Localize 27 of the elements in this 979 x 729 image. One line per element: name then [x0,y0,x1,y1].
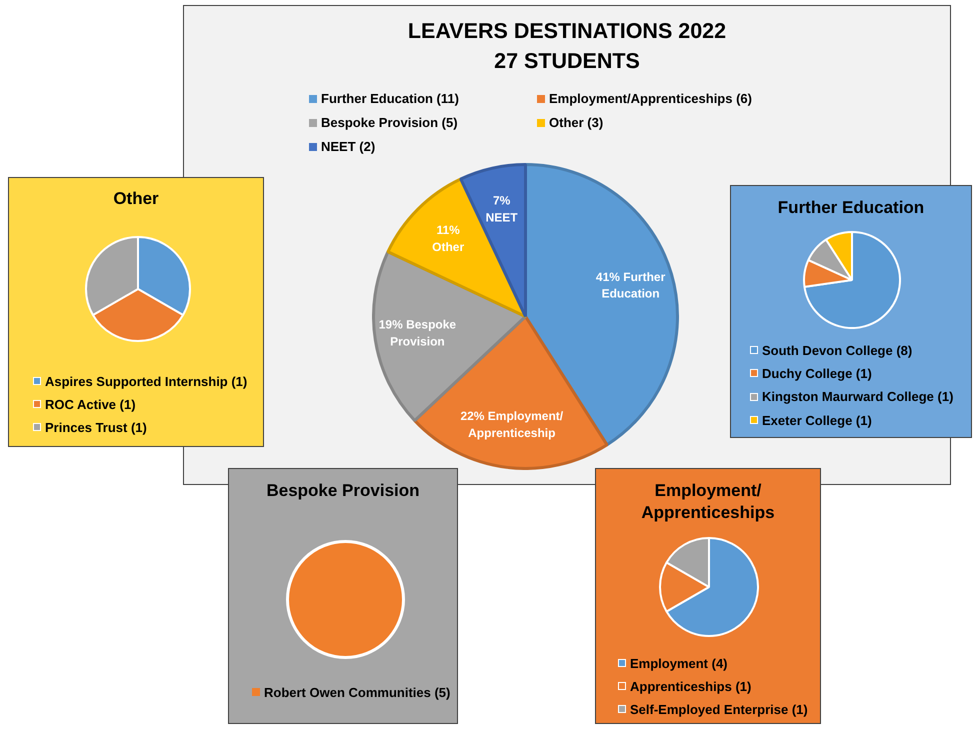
text: Employment/ Apprenticeships [640,480,776,524]
legend-label: Apprenticeships (1) [630,678,752,694]
data-label: 41% Further Education [596,269,666,300]
text: Further Education [776,197,926,219]
legend-label: ROC Active (1) [45,396,136,412]
data-label: 22% Employment/ Apprenticeship [460,408,564,440]
legend-label: Princes Trust (1) [45,420,147,434]
legend-label: Employment/Apprenticeships (6) [549,91,752,106]
legend-label: Kingston Maurward College (1) [762,389,954,404]
legend-label: Further Education (11) [321,91,459,106]
data-label: 19% Bespoke Provision [378,317,456,348]
chart-title: LEAVERS DESTINATIONS 2022 [406,18,728,45]
legend-label: Bespoke Provision (5) [321,115,458,130]
data-label: 7% NEET [486,193,518,224]
legend-label: Exeter College (1) [762,412,872,428]
chart-title: Other [112,188,160,210]
legend-label: Robert Owen Communities (5) [264,684,450,700]
legend-label: Other (3) [549,115,604,130]
legend-label: Aspires Supported Internship (1) [45,374,248,388]
legend-label: South Devon College (8) [762,342,912,358]
legend-label: NEET (2) [321,139,376,154]
legend-label: Employment (4) [630,656,728,670]
chart-subtitle: 27 STUDENTS [493,48,641,75]
legend-label: Self-Employed Enterprise (1) [630,702,808,716]
chart-title: Bespoke Provision [265,480,421,502]
data-label: 11% Other [432,222,464,254]
legend-label: Duchy College (1) [762,366,872,381]
